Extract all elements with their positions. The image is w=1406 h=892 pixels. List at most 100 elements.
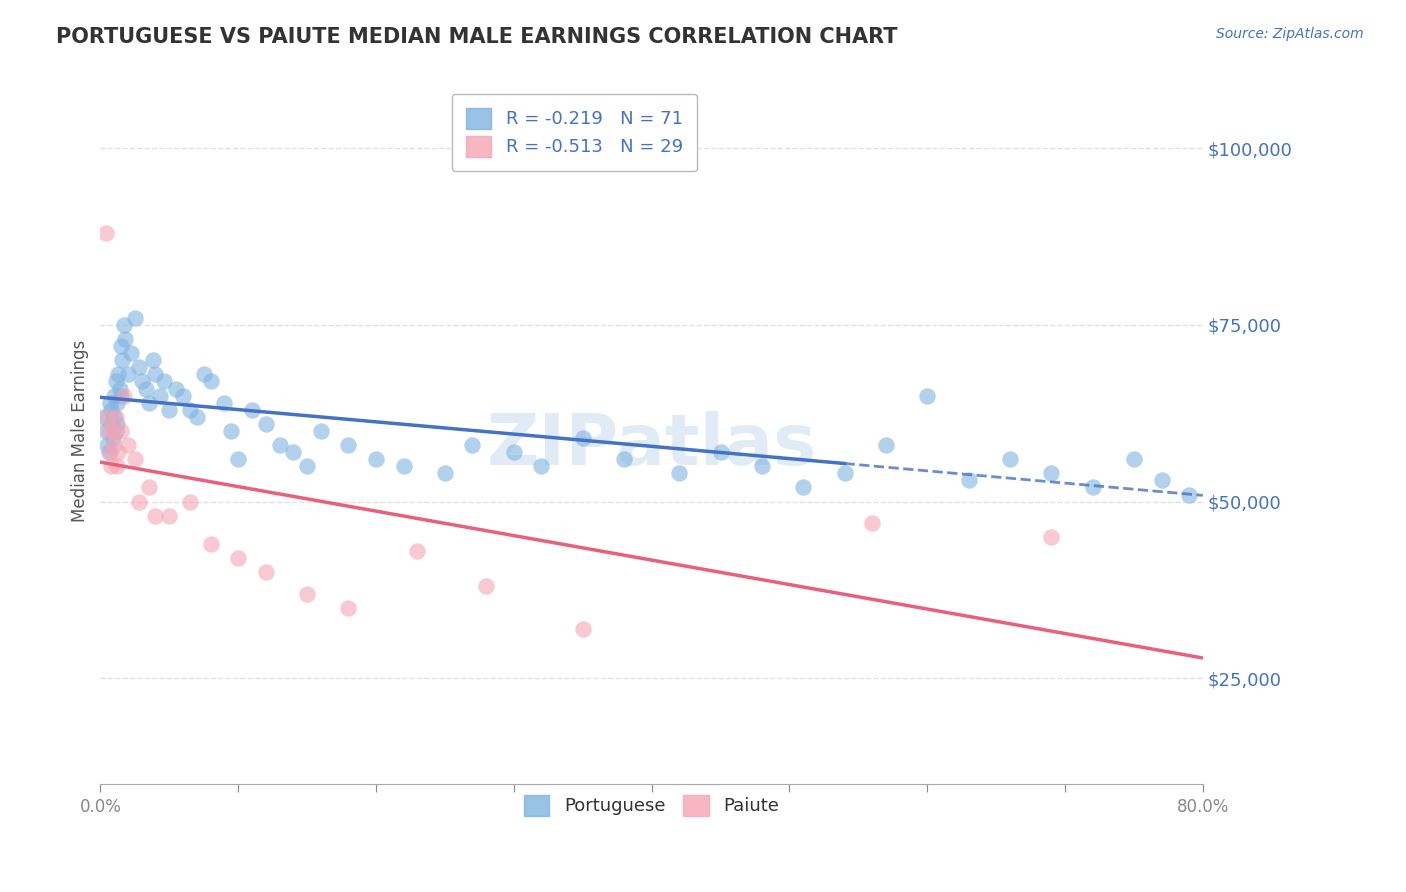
Point bbox=[461, 438, 484, 452]
Point bbox=[295, 459, 318, 474]
Point bbox=[226, 551, 249, 566]
Point bbox=[110, 424, 132, 438]
Point bbox=[751, 459, 773, 474]
Point bbox=[138, 481, 160, 495]
Point bbox=[112, 388, 135, 402]
Point bbox=[145, 368, 167, 382]
Legend: Portuguese, Paiute: Portuguese, Paiute bbox=[515, 786, 787, 825]
Point bbox=[94, 226, 117, 240]
Point bbox=[295, 586, 318, 600]
Point bbox=[107, 445, 129, 459]
Point bbox=[172, 388, 194, 402]
Point bbox=[1040, 530, 1063, 544]
Point bbox=[179, 402, 201, 417]
Point bbox=[254, 417, 277, 431]
Point bbox=[392, 459, 415, 474]
Point bbox=[364, 452, 387, 467]
Point bbox=[112, 318, 135, 332]
Point bbox=[124, 310, 146, 325]
Point bbox=[834, 467, 856, 481]
Point bbox=[124, 452, 146, 467]
Point bbox=[105, 417, 128, 431]
Point bbox=[105, 459, 128, 474]
Point bbox=[875, 438, 897, 452]
Point bbox=[200, 375, 222, 389]
Point bbox=[142, 353, 165, 368]
Point bbox=[111, 353, 134, 368]
Point bbox=[668, 467, 690, 481]
Point bbox=[103, 409, 125, 424]
Text: PORTUGUESE VS PAIUTE MEDIAN MALE EARNINGS CORRELATION CHART: PORTUGUESE VS PAIUTE MEDIAN MALE EARNING… bbox=[56, 27, 898, 46]
Point bbox=[98, 445, 121, 459]
Point bbox=[269, 438, 291, 452]
Point bbox=[475, 579, 498, 593]
Point bbox=[179, 494, 201, 508]
Point bbox=[96, 438, 118, 452]
Point bbox=[145, 508, 167, 523]
Point bbox=[100, 402, 122, 417]
Point bbox=[186, 409, 208, 424]
Point bbox=[152, 375, 174, 389]
Point bbox=[104, 424, 127, 438]
Point bbox=[193, 368, 215, 382]
Point bbox=[165, 382, 187, 396]
Point bbox=[101, 424, 124, 438]
Text: Source: ZipAtlas.com: Source: ZipAtlas.com bbox=[1216, 27, 1364, 41]
Point bbox=[502, 445, 524, 459]
Point bbox=[94, 424, 117, 438]
Point bbox=[128, 494, 150, 508]
Point bbox=[530, 459, 553, 474]
Point bbox=[117, 438, 139, 452]
Point bbox=[219, 424, 242, 438]
Point bbox=[571, 622, 593, 636]
Point bbox=[1081, 481, 1104, 495]
Point bbox=[283, 445, 305, 459]
Point bbox=[214, 395, 236, 409]
Point bbox=[117, 368, 139, 382]
Point bbox=[105, 395, 128, 409]
Point bbox=[571, 431, 593, 445]
Point bbox=[149, 388, 172, 402]
Point bbox=[157, 402, 180, 417]
Point bbox=[709, 445, 731, 459]
Point bbox=[114, 332, 136, 346]
Point bbox=[110, 388, 132, 402]
Point bbox=[98, 395, 121, 409]
Point bbox=[254, 566, 277, 580]
Point bbox=[957, 474, 980, 488]
Point bbox=[915, 388, 938, 402]
Point bbox=[1178, 487, 1201, 501]
Point bbox=[240, 402, 263, 417]
Point bbox=[104, 375, 127, 389]
Point bbox=[1122, 452, 1144, 467]
Point bbox=[97, 445, 120, 459]
Point bbox=[101, 431, 124, 445]
Point bbox=[93, 409, 115, 424]
Point bbox=[131, 375, 153, 389]
Y-axis label: Median Male Earnings: Median Male Earnings bbox=[72, 340, 89, 522]
Point bbox=[96, 409, 118, 424]
Point bbox=[309, 424, 332, 438]
Point bbox=[337, 600, 360, 615]
Point bbox=[157, 508, 180, 523]
Point bbox=[120, 346, 142, 360]
Text: ZIPatlas: ZIPatlas bbox=[486, 410, 817, 480]
Point bbox=[1040, 467, 1063, 481]
Point bbox=[108, 382, 131, 396]
Point bbox=[226, 452, 249, 467]
Point bbox=[613, 452, 636, 467]
Point bbox=[103, 438, 125, 452]
Point bbox=[97, 424, 120, 438]
Point bbox=[1150, 474, 1173, 488]
Point bbox=[104, 409, 127, 424]
Point bbox=[100, 459, 122, 474]
Point bbox=[998, 452, 1021, 467]
Point bbox=[110, 339, 132, 353]
Point bbox=[337, 438, 360, 452]
Point bbox=[100, 417, 122, 431]
Point bbox=[860, 516, 883, 530]
Point bbox=[138, 395, 160, 409]
Point bbox=[792, 481, 814, 495]
Point bbox=[128, 360, 150, 375]
Point bbox=[406, 544, 429, 558]
